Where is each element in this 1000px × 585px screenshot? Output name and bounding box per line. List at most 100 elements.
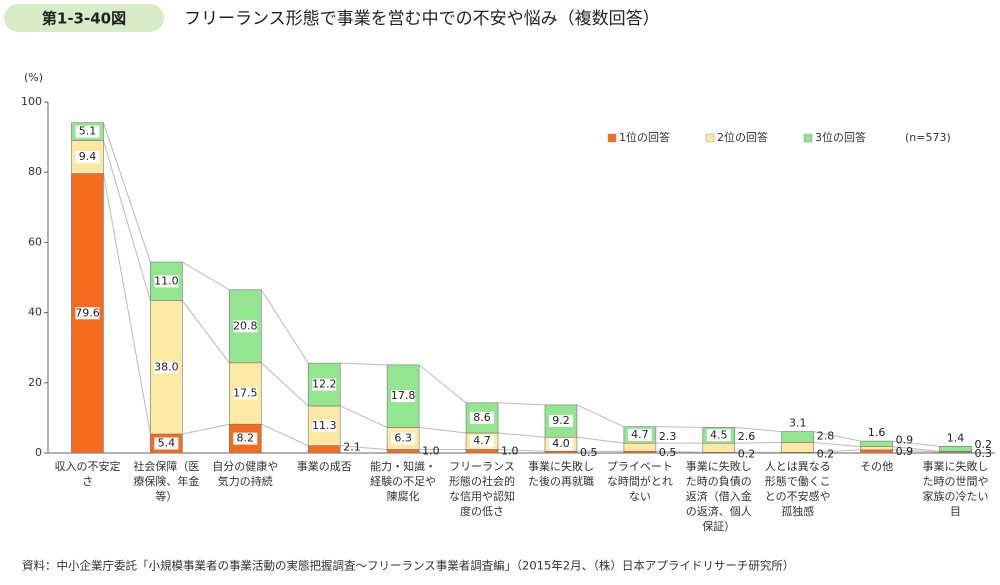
x-tick-line: た時の負債の: [686, 474, 752, 488]
bar-segment: [781, 442, 815, 453]
label-bg: [75, 307, 100, 320]
value-label: 4.5: [710, 428, 728, 441]
label-bg: [154, 361, 179, 374]
value-label: 1.0: [422, 444, 440, 457]
label-bg: [391, 390, 416, 403]
value-label: 17.5: [233, 387, 258, 400]
legend-swatch: [705, 133, 715, 143]
bar-segment: [386, 449, 420, 454]
y-unit: (%): [24, 71, 43, 84]
value-label: 11.0: [154, 274, 179, 287]
value-label: 0.2: [738, 447, 756, 460]
value-label: 6.3: [394, 431, 412, 444]
x-tick-line: 目: [950, 505, 961, 518]
connector: [497, 432, 546, 438]
bar-segment: [307, 445, 341, 454]
connector: [102, 140, 151, 301]
x-tick-line: 保証）: [702, 519, 735, 533]
connectors: [102, 122, 940, 453]
connector: [182, 423, 230, 435]
y-tick-label: 40: [28, 306, 42, 319]
connector: [734, 426, 782, 433]
connector: [419, 426, 467, 434]
label-bg: [154, 275, 179, 288]
value-label: 0.2: [817, 447, 835, 460]
figure-number: 第1-3-40図: [42, 10, 126, 28]
label-bg: [470, 411, 495, 424]
value-label: 12.2: [312, 378, 337, 391]
connector: [340, 362, 388, 366]
value-label: 9.2: [552, 414, 570, 427]
value-label: 1.4: [947, 431, 965, 444]
connector: [892, 446, 940, 452]
x-tick-line: ない: [629, 490, 651, 503]
bar-segment: [623, 442, 657, 452]
value-label: 11.3: [312, 419, 337, 432]
label-bg: [627, 428, 652, 441]
connector: [576, 404, 625, 428]
label-bg: [75, 151, 100, 164]
x-tick-label: 収入の不安定さ: [54, 459, 120, 488]
connector: [498, 402, 545, 406]
x-tick-label: 事業に失敗した時の世間や家族の冷たい目: [923, 459, 989, 518]
value-label: 2.3: [659, 430, 677, 443]
label-bg: [470, 435, 495, 448]
y-tick-label: 0: [35, 446, 42, 459]
connector: [813, 449, 861, 453]
value-label: 5.4: [158, 437, 176, 450]
connector: [655, 450, 703, 453]
x-tick-line: プライベート: [607, 460, 673, 473]
legend-label: 1位の回答: [619, 130, 670, 144]
legend-swatch: [803, 133, 813, 143]
y-tick-label: 100: [21, 95, 42, 108]
label-bg: [391, 432, 416, 445]
x-tick-label: 事業に失敗した後の再就職: [528, 459, 594, 488]
legend-swatch: [607, 133, 617, 143]
bar-segment: [781, 431, 815, 443]
x-tick-line: な時間がとれ: [607, 474, 673, 488]
label-bg: [312, 419, 337, 432]
y-tick-label: 20: [28, 376, 42, 389]
source: 資料：中小企業庁委託「小規模事業者の事業活動の実態把握調査～フリーランス事業者調…: [22, 559, 794, 573]
x-tick-line: の返済、個人: [686, 504, 752, 518]
chart-title: フリーランス形態で事業を営む中での不安や悩み（複数回答）: [184, 9, 660, 29]
label-bg: [233, 387, 258, 400]
x-tick-line: 事業に失敗し: [686, 459, 752, 473]
x-tick-label: 人とは異なる形態で働くことの不安感や孤独感: [765, 460, 831, 518]
value-label: 4.7: [473, 434, 491, 447]
y-tick-label: 80: [28, 165, 42, 178]
label-bg: [706, 429, 731, 442]
legend-label: 3位の回答: [815, 130, 866, 144]
x-tick-line: 事業に失敗し: [528, 459, 594, 473]
value-label: 3.1: [789, 417, 807, 430]
x-tick-line: 家族の冷たい: [923, 489, 989, 503]
connector: [260, 289, 309, 364]
label-bg: [548, 415, 573, 428]
x-tick-line: 等）: [155, 489, 177, 503]
bar-segment: [860, 440, 893, 447]
bar-segment: [702, 442, 736, 453]
x-tick-label: その他: [860, 460, 893, 473]
connector: [418, 364, 467, 404]
legend-label: 2位の回答: [717, 130, 768, 144]
x-tick-line: との不安感や: [765, 489, 831, 503]
x-tick-label: 事業に失敗した時の負債の返済（借入金の返済、個人保証）: [686, 459, 752, 533]
value-label: 79.6: [75, 306, 100, 319]
label-bg: [75, 125, 100, 138]
value-label: 4.0: [552, 437, 570, 450]
value-label: 20.8: [233, 319, 258, 332]
value-label: 0.5: [580, 446, 598, 459]
x-tick-label: 事業の成否: [297, 460, 352, 473]
label-bg: [233, 320, 258, 333]
note: (n=573): [905, 131, 951, 144]
value-label: 1.6: [868, 426, 886, 439]
value-label: 17.8: [391, 389, 416, 402]
value-label: 1.0: [501, 444, 518, 457]
x-tick-line: その他: [860, 460, 893, 473]
x-tick-line: 事業の成否: [297, 460, 352, 473]
x-tick-line: 自分の健康や: [212, 459, 278, 473]
connector: [813, 431, 861, 442]
value-label: 8.6: [473, 411, 491, 424]
x-tick-line: な信用や認知: [449, 489, 515, 503]
